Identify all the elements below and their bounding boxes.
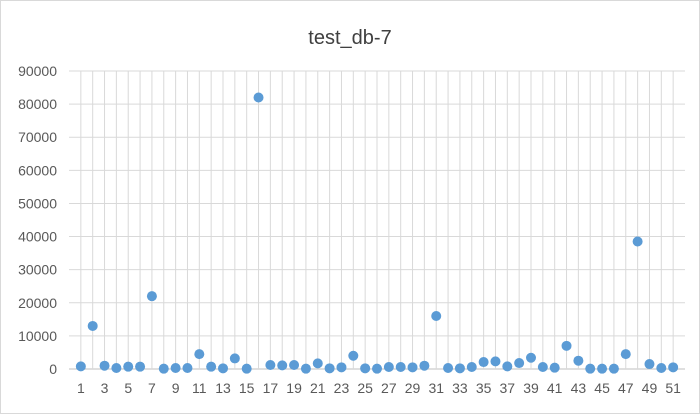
data-point <box>99 360 110 371</box>
data-point <box>478 357 489 368</box>
x-tick-label: 9 <box>172 380 180 396</box>
data-point <box>383 362 394 373</box>
data-point <box>372 363 382 374</box>
data-point <box>597 363 608 374</box>
x-tick-label: 17 <box>263 380 279 396</box>
y-tick-label: 0 <box>49 361 57 377</box>
data-point <box>561 340 572 351</box>
x-tick-label: 21 <box>310 380 326 396</box>
data-point <box>407 362 418 373</box>
x-tick-label: 29 <box>405 380 421 396</box>
y-tick-label: 70000 <box>18 129 57 145</box>
data-point <box>549 362 560 373</box>
x-tick-label: 15 <box>239 380 255 396</box>
x-axis-ticks: 1 3 5 7 9 11 13 15 17 19 21 23 25 27 29 31 33 35 37 39 41 43 4… <box>77 380 681 396</box>
data-point <box>668 362 679 373</box>
x-tick-label: 47 <box>618 380 634 396</box>
data-point <box>514 358 525 369</box>
data-point <box>300 363 311 374</box>
data-point <box>348 350 359 361</box>
data-point <box>289 360 300 371</box>
data-point <box>75 361 86 372</box>
y-tick-label: 50000 <box>18 195 57 211</box>
data-points <box>75 92 679 374</box>
data-point <box>573 355 584 366</box>
data-point <box>312 358 323 369</box>
y-axis-ticks: 0 10000 20000 30000 40000 50000 60000 70000 8000… <box>18 63 57 377</box>
x-tick-label: 31 <box>428 380 444 396</box>
data-point <box>466 362 477 373</box>
x-tick-label: 39 <box>523 380 539 396</box>
x-tick-label: 25 <box>357 380 373 396</box>
data-point <box>194 349 205 360</box>
x-tick-label: 13 <box>215 380 231 396</box>
data-point <box>182 363 193 374</box>
y-tick-label: 30000 <box>18 262 57 278</box>
x-tick-label: 23 <box>334 380 350 396</box>
data-point <box>135 361 146 372</box>
data-point <box>146 291 157 302</box>
data-point <box>123 361 134 372</box>
data-point <box>229 353 240 364</box>
data-point <box>111 363 122 374</box>
x-tick-label: 45 <box>594 380 610 396</box>
data-point <box>395 362 406 373</box>
x-tick-label: 37 <box>500 380 516 396</box>
data-point <box>502 361 513 372</box>
chart-title: test_db-7 <box>308 27 391 49</box>
y-tick-label: 10000 <box>18 328 57 344</box>
x-tick-label: 49 <box>642 380 658 396</box>
x-tick-label: 19 <box>286 380 302 396</box>
x-tick-label: 27 <box>381 380 397 396</box>
gridlines <box>69 70 685 370</box>
x-tick-label: 11 <box>192 380 207 396</box>
x-tick-label: 3 <box>101 380 109 396</box>
data-point <box>419 360 430 371</box>
data-point <box>158 363 169 374</box>
x-tick-label: 43 <box>571 380 587 396</box>
data-point <box>454 363 465 374</box>
data-point <box>490 356 501 367</box>
data-point <box>277 360 288 371</box>
data-point <box>336 362 347 373</box>
data-point <box>537 362 548 373</box>
x-tick-label: 51 <box>665 380 681 396</box>
data-point <box>644 359 655 370</box>
y-tick-label: 90000 <box>18 63 57 79</box>
data-point <box>253 92 264 103</box>
x-tick-label: 5 <box>124 380 132 396</box>
y-tick-label: 20000 <box>18 295 57 311</box>
x-tick-label: 1 <box>77 380 85 396</box>
x-tick-label: 41 <box>547 380 563 396</box>
data-point <box>206 361 217 372</box>
x-tick-label: 33 <box>452 380 468 396</box>
data-point <box>170 363 181 374</box>
data-point <box>265 360 276 371</box>
data-point <box>585 363 596 374</box>
data-point <box>656 363 667 374</box>
y-tick-label: 80000 <box>18 96 57 112</box>
data-point <box>443 363 454 374</box>
x-tick-label: 35 <box>476 380 492 396</box>
data-point <box>218 363 228 374</box>
y-tick-label: 60000 <box>18 162 57 178</box>
data-point <box>431 311 442 322</box>
data-point <box>241 363 252 374</box>
data-point <box>620 349 631 360</box>
data-point <box>608 363 619 374</box>
data-point <box>526 352 536 363</box>
data-point <box>360 363 371 374</box>
x-tick-label: 7 <box>148 380 156 396</box>
data-point <box>324 363 335 374</box>
data-point <box>632 236 643 247</box>
data-point <box>87 320 98 331</box>
y-tick-label: 40000 <box>18 229 57 245</box>
